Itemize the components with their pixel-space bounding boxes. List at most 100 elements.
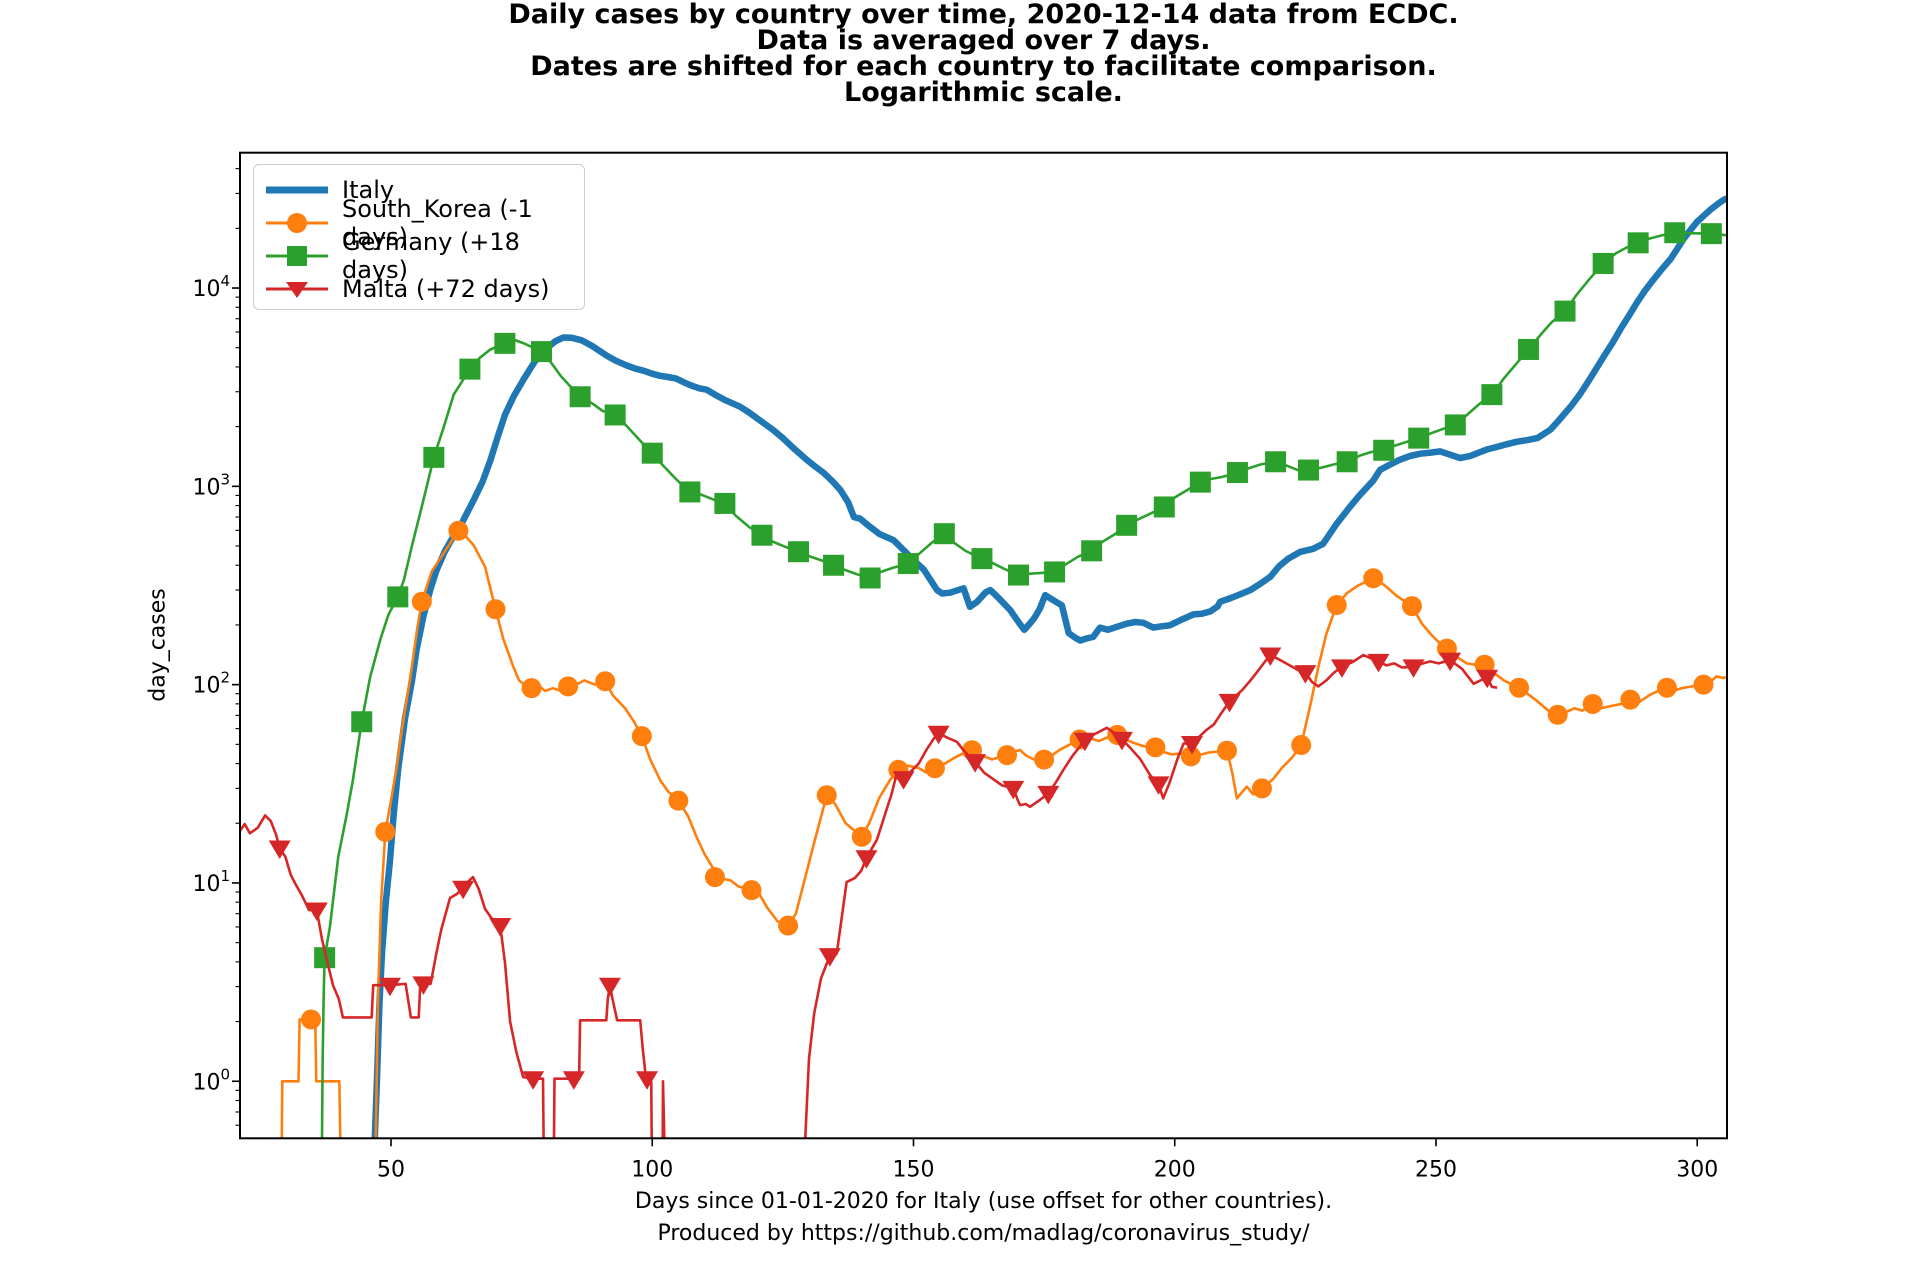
square-marker xyxy=(569,386,591,408)
square-marker xyxy=(1008,564,1030,586)
square-marker xyxy=(1373,439,1395,461)
circle-marker xyxy=(741,880,762,901)
square-marker xyxy=(1297,459,1319,481)
triangle-down-marker xyxy=(412,976,435,995)
triangle-down-marker xyxy=(1147,776,1170,795)
square-marker xyxy=(1116,514,1138,536)
square-marker xyxy=(679,481,701,503)
x-tick-label: 150 xyxy=(892,1157,934,1182)
line-legend-sample-icon xyxy=(266,186,328,193)
circle-marker xyxy=(704,867,725,888)
chart-title-line-3: Dates are shifted for each country to fa… xyxy=(530,51,1437,82)
chart-title-line-4: Logarithmic scale. xyxy=(844,77,1123,108)
y-tick-label: 101 xyxy=(192,867,230,897)
square-marker xyxy=(1044,561,1066,583)
square-marker xyxy=(933,523,955,545)
series-line xyxy=(371,194,1728,1138)
legend-label: Malta (+72 days) xyxy=(342,274,550,303)
circle-marker xyxy=(1693,674,1714,695)
circle-marker xyxy=(1180,746,1201,767)
square-marker xyxy=(1226,462,1248,484)
square-marker xyxy=(1627,232,1649,254)
x-axis-label: Days since 01-01-2020 for Italy (use off… xyxy=(240,1186,1727,1250)
legend-label: Italy xyxy=(342,175,395,204)
series-line xyxy=(280,1018,342,1138)
series-south_korea xyxy=(280,520,1728,1138)
triangle-down-marker xyxy=(1294,665,1317,684)
square-marker xyxy=(530,341,552,363)
x-tick-label: 100 xyxy=(631,1157,673,1182)
square-marker xyxy=(1265,451,1287,473)
legend: Italy South_Korea (-1 days) Germany (+18 d… xyxy=(253,164,585,310)
triangle-down-marker xyxy=(1259,647,1282,667)
triangle-down-marker xyxy=(1180,735,1203,755)
circle-marker xyxy=(1582,693,1603,714)
square-marker xyxy=(823,554,845,576)
circle-marker xyxy=(1034,749,1055,770)
circle-marker xyxy=(521,678,542,699)
circle-marker xyxy=(1145,737,1166,758)
circle-marker xyxy=(668,790,689,811)
circle-marker xyxy=(1216,740,1237,761)
circle-marker xyxy=(301,1009,322,1030)
triangle-down-marker xyxy=(1330,659,1353,678)
square-marker xyxy=(1408,427,1430,449)
circle-marker xyxy=(485,599,506,620)
chart-title-line-1: Daily cases by country over time, 2020-1… xyxy=(508,0,1459,30)
square-marker xyxy=(1189,471,1211,493)
square-marker xyxy=(1153,496,1175,518)
triangle-down-marker xyxy=(1402,659,1425,678)
triangle-down-marker xyxy=(927,725,950,745)
square-marker xyxy=(859,567,881,589)
legend-item: Germany (+18 days) xyxy=(254,228,584,284)
y-tick-label: 102 xyxy=(192,669,230,699)
triangle-down-marker xyxy=(378,977,401,997)
triangle-down-marker xyxy=(892,771,915,790)
axis-ticks xyxy=(232,168,1699,1147)
square-marker xyxy=(897,553,919,575)
square-marker xyxy=(1444,414,1466,436)
square-marker xyxy=(351,711,373,733)
triangle-down-legend-sample-icon xyxy=(266,281,328,298)
square-marker xyxy=(751,524,773,546)
triangle-down-marker xyxy=(1002,780,1025,800)
y-tick-label: 104 xyxy=(192,272,230,302)
square-marker xyxy=(1517,338,1539,360)
y-tick-label: 103 xyxy=(192,470,230,500)
circle-marker xyxy=(997,745,1018,766)
circle-marker xyxy=(1401,596,1422,617)
circle-marker xyxy=(1251,778,1272,799)
chart-title-line-2: Data is averaged over 7 days. xyxy=(756,25,1211,56)
square-marker xyxy=(459,358,481,380)
circle-marker xyxy=(1326,595,1347,616)
series-italy xyxy=(371,194,1728,1138)
circle-marker xyxy=(448,520,469,541)
plot-frame xyxy=(239,151,1728,1140)
square-marker xyxy=(423,446,445,468)
legend-item: South_Korea (-1 days) xyxy=(254,195,584,251)
triangle-down-marker xyxy=(305,902,328,922)
triangle-down-marker xyxy=(522,1071,545,1090)
legend-label: Germany (+18 days) xyxy=(342,227,520,284)
triangle-down-marker xyxy=(489,918,512,937)
triangle-down-marker xyxy=(268,840,291,860)
circle-marker xyxy=(595,671,616,692)
triangle-down-marker xyxy=(636,1071,659,1090)
square-marker xyxy=(1481,384,1503,406)
triangle-down-marker xyxy=(818,948,841,967)
y-tick-label: 100 xyxy=(192,1065,230,1095)
circle-marker xyxy=(924,758,945,779)
square-marker xyxy=(314,947,336,969)
x-tick-label: 200 xyxy=(1154,1157,1196,1182)
circle-marker xyxy=(1547,704,1568,725)
x-axis-label-line-2: Produced by https://github.com/madlag/co… xyxy=(657,1221,1310,1246)
triangle-down-marker xyxy=(452,880,475,900)
circle-marker xyxy=(778,915,799,936)
square-marker xyxy=(387,586,409,608)
series-line xyxy=(552,983,653,1138)
square-marker xyxy=(641,442,663,464)
square-legend-sample-icon xyxy=(266,245,328,266)
x-tick-label: 300 xyxy=(1676,1157,1718,1182)
